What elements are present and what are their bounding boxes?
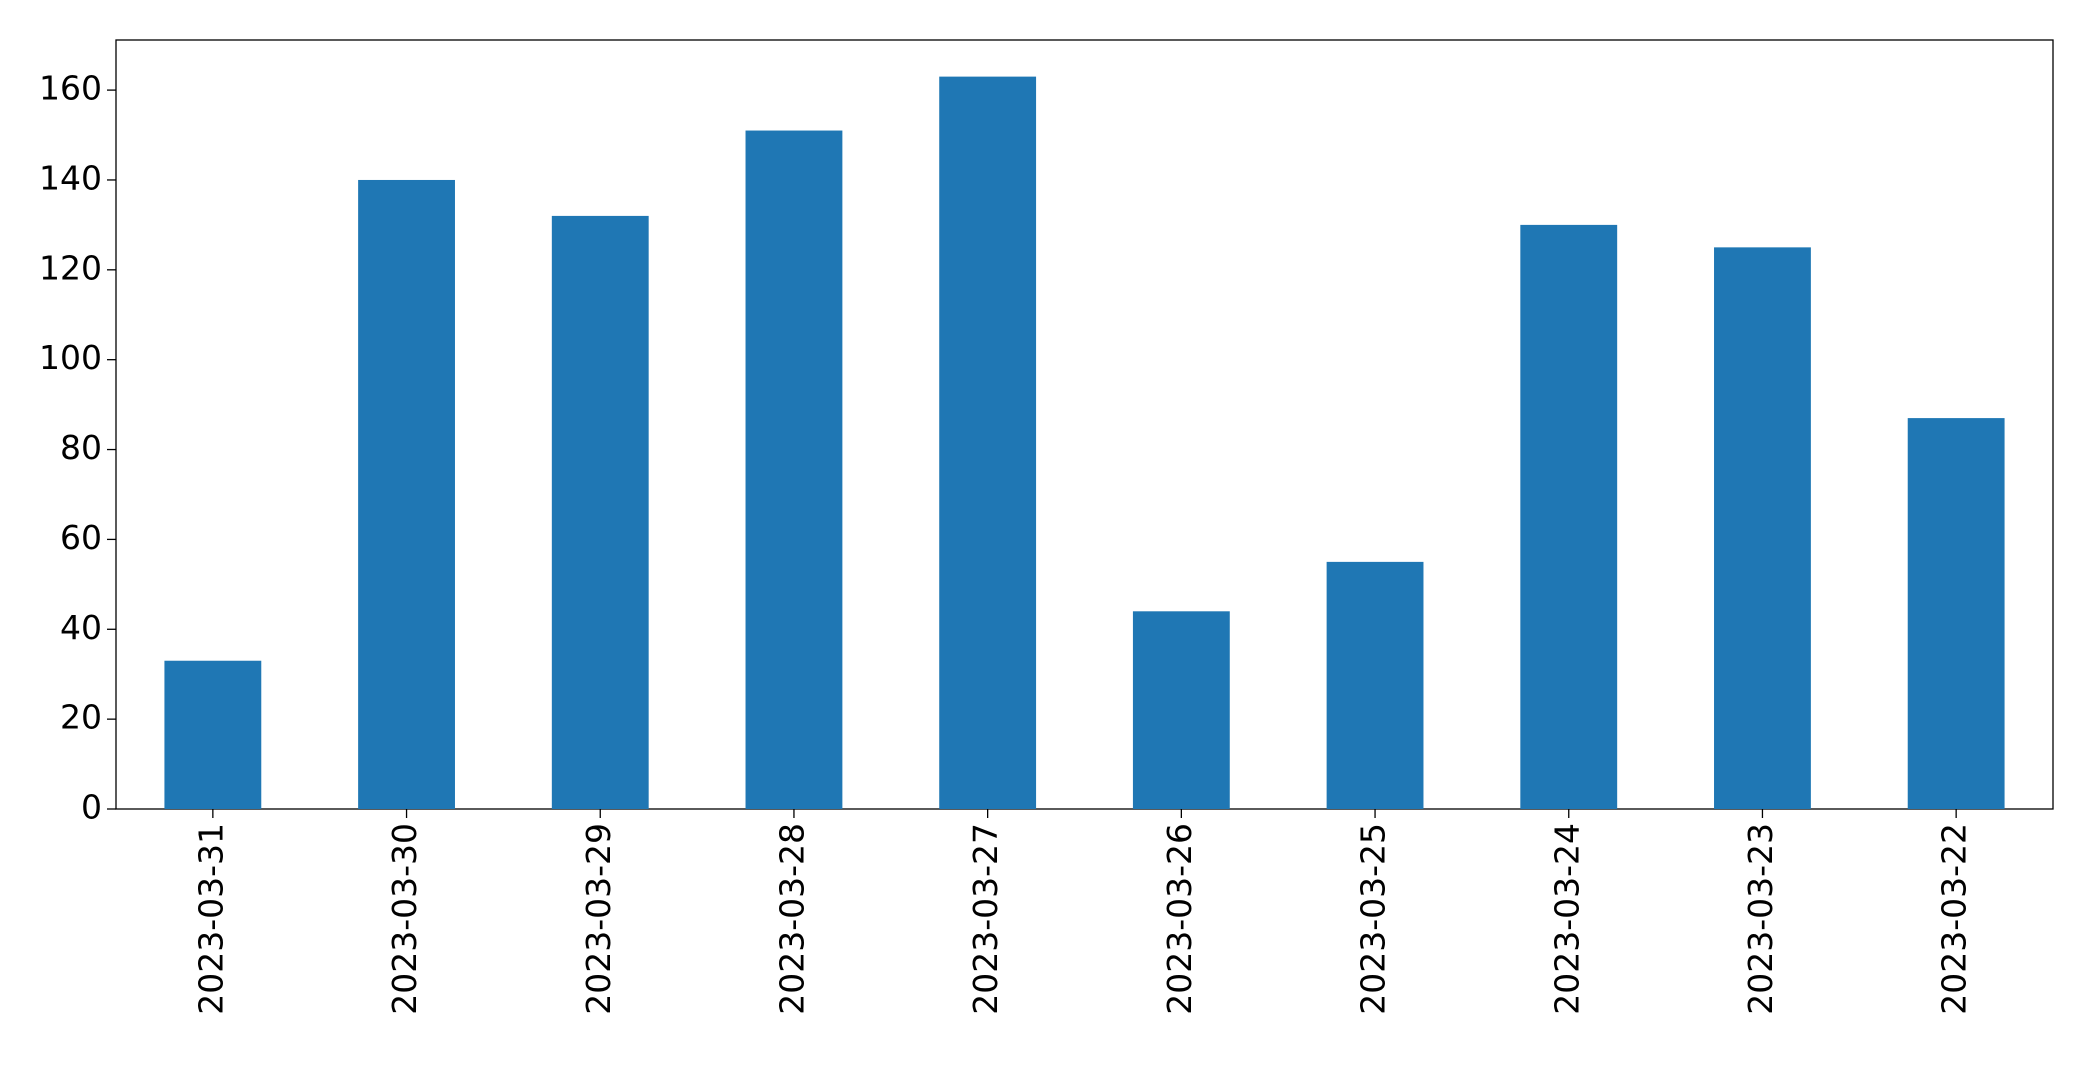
x-tick-label: 2023-03-30: [385, 823, 424, 1015]
bar: [1714, 247, 1811, 810]
x-tick-label: 2023-03-23: [1741, 823, 1780, 1015]
x-tick-label: 2023-03-22: [1935, 823, 1974, 1015]
y-tick-label: 60: [60, 518, 102, 557]
x-tick-label: 2023-03-24: [1547, 823, 1586, 1015]
bar: [164, 660, 262, 809]
bar: [939, 76, 1037, 810]
plot-frame: [115, 39, 2054, 810]
y-tick-label: 0: [81, 788, 102, 827]
x-tick-label: 2023-03-28: [772, 823, 811, 1015]
x-tick-label: 2023-03-29: [579, 823, 618, 1015]
y-tick-label: 40: [60, 608, 102, 647]
y-tick-label: 140: [39, 158, 102, 197]
bar: [551, 215, 649, 809]
bar: [1326, 561, 1424, 809]
bar: [745, 130, 843, 809]
x-tick-label: 2023-03-26: [1160, 823, 1199, 1015]
x-tick-label: 2023-03-27: [966, 823, 1005, 1015]
bar: [1520, 224, 1618, 810]
y-tick-label: 160: [39, 69, 102, 108]
y-tick-label: 20: [60, 698, 102, 737]
bar: [1907, 418, 2005, 809]
y-tick-label: 100: [39, 338, 102, 377]
y-tick-label: 120: [39, 248, 102, 287]
x-tick-label: 2023-03-25: [1354, 823, 1393, 1015]
y-tick-label: 80: [60, 428, 102, 467]
x-tick-label: 2023-03-31: [191, 823, 230, 1015]
bar: [358, 179, 455, 809]
bar: [1132, 611, 1230, 809]
